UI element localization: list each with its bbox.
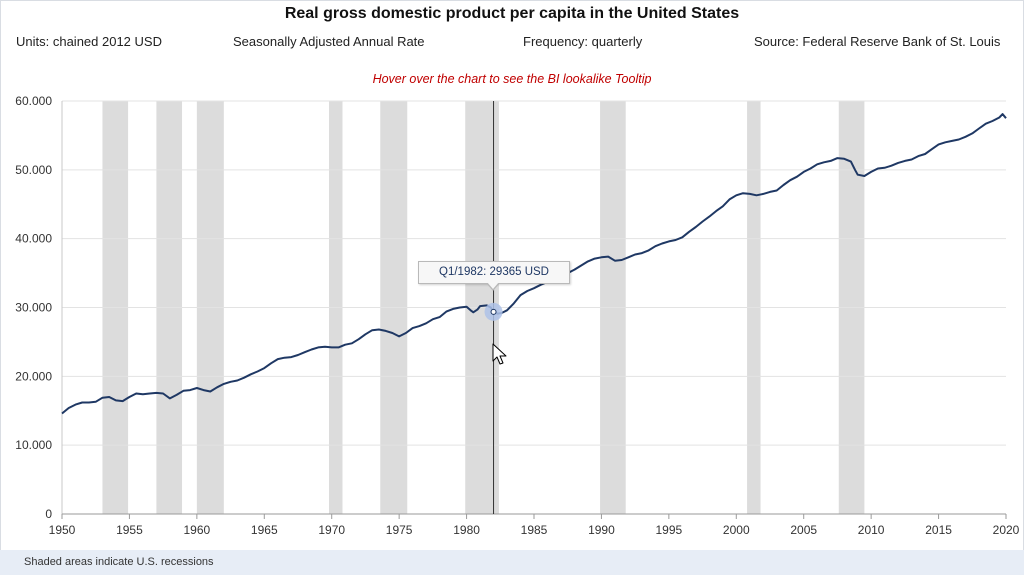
recession-note: Shaded areas indicate U.S. recessions xyxy=(24,556,214,568)
x-tick-label-10: 2000 xyxy=(723,523,750,537)
hover-hint: Hover over the chart to see the BI looka… xyxy=(372,72,652,86)
x-tick-label-6: 1980 xyxy=(453,523,480,537)
x-tick-label-8: 1990 xyxy=(588,523,615,537)
tooltip: Q1/1982: 29365 USD xyxy=(418,261,570,284)
footer-bar xyxy=(0,550,1024,575)
x-tick-label-12: 2010 xyxy=(858,523,885,537)
x-tick-label-2: 1960 xyxy=(184,523,211,537)
mouse-pointer-icon xyxy=(492,343,507,365)
x-tick-label-1: 1955 xyxy=(116,523,143,537)
x-tick-label-0: 1950 xyxy=(49,523,76,537)
hover-layer xyxy=(484,101,507,514)
y-tick-label-6: 60.000 xyxy=(15,94,52,108)
y-tick-label-1: 10.000 xyxy=(15,438,52,452)
x-tick-label-5: 1975 xyxy=(386,523,413,537)
hover-marker-dot xyxy=(490,308,497,315)
axes: 0 10.000 20.000 30.000 40.000 50.000 60.000 195… xyxy=(15,94,1019,537)
x-tick-label-3: 1965 xyxy=(251,523,278,537)
series-layer xyxy=(61,113,1007,415)
y-tick-label-2: 20.000 xyxy=(15,369,52,383)
source-label: Source: Federal Reserve Bank of St. Loui… xyxy=(754,34,1001,49)
adjustment-label: Seasonally Adjusted Annual Rate xyxy=(233,34,425,49)
x-tick-label-11: 2005 xyxy=(790,523,817,537)
x-tick-label-14: 2020 xyxy=(993,523,1020,537)
x-tick-label-13: 2015 xyxy=(925,523,952,537)
frequency-label: Frequency: quarterly xyxy=(523,34,643,49)
chart-title: Real gross domestic product per capita i… xyxy=(284,5,740,22)
gdp-series-line xyxy=(61,113,1007,415)
gridlines xyxy=(62,100,1006,446)
y-tick-label-4: 40.000 xyxy=(15,232,52,246)
y-tick-label-0: 0 xyxy=(45,507,52,521)
x-tick-label-7: 1985 xyxy=(521,523,548,537)
x-tick-label-9: 1995 xyxy=(656,523,683,537)
y-tick-label-5: 50.000 xyxy=(15,163,52,177)
units-label: Units: chained 2012 USD xyxy=(16,34,162,49)
x-tick-label-4: 1970 xyxy=(318,523,345,537)
tooltip-arrow-inner xyxy=(487,282,499,289)
y-tick-label-3: 30.000 xyxy=(15,301,52,315)
